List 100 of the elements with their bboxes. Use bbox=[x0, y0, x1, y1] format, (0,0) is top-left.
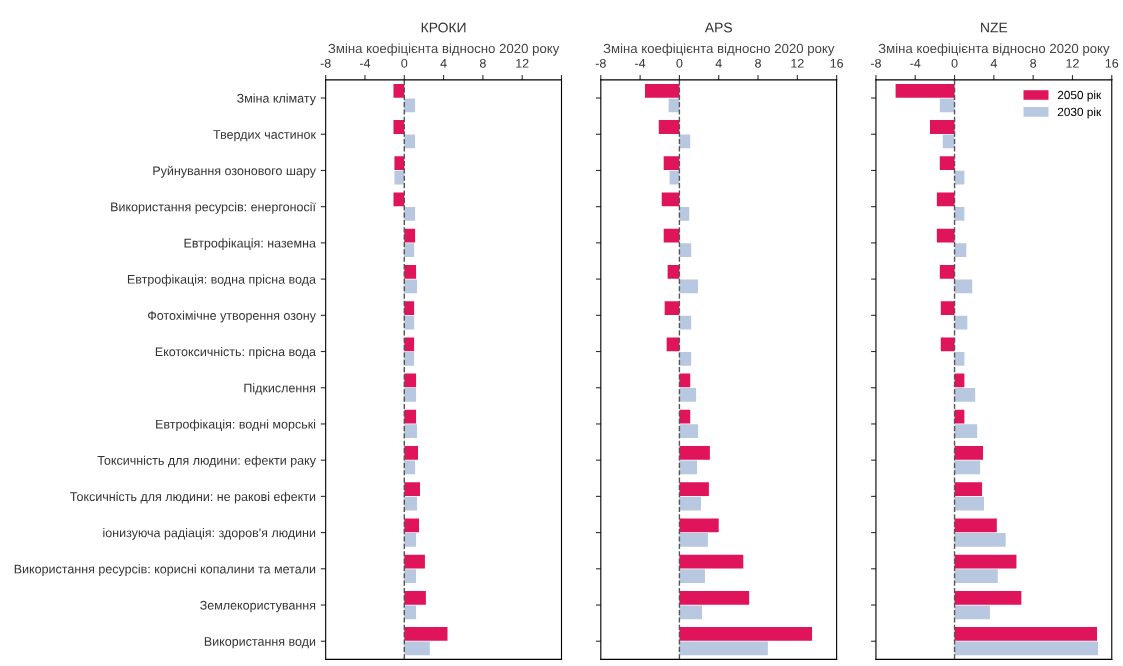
y-tick-label: Використання ресурсів: енергоносії bbox=[111, 202, 316, 214]
bar bbox=[679, 482, 709, 497]
x-tick-label: 16 bbox=[1105, 58, 1119, 68]
y-tick-label: іонизуюча радіація: здоров'я людини bbox=[103, 528, 316, 540]
bar bbox=[929, 120, 955, 134]
bar bbox=[679, 605, 703, 620]
x-tick-label: -8 bbox=[870, 58, 881, 68]
bar bbox=[661, 192, 680, 207]
bar bbox=[666, 337, 680, 352]
bar bbox=[954, 170, 965, 185]
y-tick-label: Токсичність для людини: ефекти раку bbox=[97, 455, 316, 468]
bar bbox=[679, 460, 698, 475]
bar bbox=[404, 409, 417, 424]
bar bbox=[954, 518, 997, 533]
bar bbox=[393, 83, 405, 98]
bar bbox=[954, 446, 984, 460]
bar bbox=[954, 569, 998, 583]
bar bbox=[393, 192, 405, 207]
bar bbox=[954, 554, 1017, 569]
bar bbox=[679, 351, 692, 366]
bar bbox=[679, 627, 813, 641]
bar bbox=[404, 460, 416, 475]
bar bbox=[940, 301, 955, 315]
bar bbox=[393, 120, 405, 134]
bar bbox=[404, 228, 416, 243]
bar bbox=[404, 264, 417, 279]
x-tick-label: 8 bbox=[755, 58, 761, 68]
y-tick-label: Евтрофікація: наземна bbox=[184, 238, 316, 250]
bar bbox=[394, 156, 405, 171]
x-tick-label: 4 bbox=[440, 59, 447, 68]
y-tick-label: Фотохімічне утворення озону bbox=[147, 310, 316, 323]
y-tick-label: Землекористування bbox=[200, 600, 316, 613]
bar bbox=[404, 98, 416, 113]
bar bbox=[658, 120, 680, 134]
bar bbox=[404, 627, 448, 641]
x-tick-label: 8 bbox=[479, 58, 486, 68]
bar bbox=[679, 315, 692, 330]
bar bbox=[936, 192, 955, 207]
bar bbox=[404, 134, 416, 149]
bar bbox=[679, 532, 708, 547]
y-tick-label: Руйнування озонового шару bbox=[153, 165, 316, 178]
bar bbox=[942, 134, 955, 149]
bar bbox=[954, 605, 990, 620]
bar bbox=[679, 243, 692, 258]
bar bbox=[663, 156, 680, 171]
bar bbox=[664, 301, 680, 315]
bar bbox=[404, 337, 415, 352]
chart-title: КРОКИ bbox=[421, 22, 466, 33]
bar bbox=[404, 446, 419, 460]
x-tick-label: 12 bbox=[1066, 58, 1079, 68]
legend-label: 2050 рік bbox=[1057, 90, 1102, 102]
bar bbox=[954, 590, 1022, 605]
bar bbox=[404, 279, 418, 294]
x-axis-title: Зміна коефіцієнта відносно 2020 року bbox=[328, 43, 560, 56]
bar bbox=[404, 496, 418, 511]
bar bbox=[954, 243, 967, 258]
y-tick-label: Евтрофікація: водні морські bbox=[156, 419, 316, 432]
bar bbox=[679, 496, 702, 511]
bar bbox=[954, 627, 1098, 641]
bar bbox=[679, 446, 710, 460]
bar bbox=[404, 590, 426, 605]
bar bbox=[404, 554, 425, 569]
bar bbox=[679, 207, 690, 221]
bar bbox=[679, 554, 744, 569]
bar bbox=[394, 170, 405, 185]
bar bbox=[679, 569, 705, 583]
bar bbox=[668, 98, 680, 113]
bar bbox=[954, 460, 981, 475]
x-tick-label: 8 bbox=[1030, 58, 1037, 68]
y-tick-label: Зміна клімату bbox=[237, 93, 316, 106]
bar bbox=[679, 590, 750, 605]
x-tick-label: -8 bbox=[595, 58, 606, 68]
bar bbox=[954, 482, 983, 497]
bar bbox=[954, 641, 1099, 656]
chart-title: NZE bbox=[981, 22, 1008, 33]
bar bbox=[404, 518, 420, 533]
x-tick-label: 0 bbox=[951, 58, 958, 68]
x-tick-label: 4 bbox=[715, 59, 722, 68]
x-tick-label: 16 bbox=[830, 58, 844, 68]
bar bbox=[679, 279, 699, 294]
x-axis-title: Зміна коефіцієнта відносно 2020 року bbox=[878, 43, 1110, 56]
y-tick-label: Використання води bbox=[204, 637, 316, 649]
bar bbox=[939, 98, 955, 113]
y-tick-label: Екотоксичність: прісна вода bbox=[155, 346, 316, 359]
y-tick-label: Використання ресурсів: корисні копалини та метали bbox=[14, 564, 316, 576]
bar bbox=[954, 532, 1006, 547]
bar bbox=[954, 496, 985, 511]
bar bbox=[679, 424, 699, 439]
bar bbox=[954, 409, 965, 424]
bar bbox=[404, 301, 415, 315]
bar bbox=[954, 388, 976, 402]
bar bbox=[954, 279, 973, 294]
y-tick-label: Евтрофікація: водна прісна вода bbox=[127, 274, 316, 287]
bar bbox=[404, 569, 417, 583]
bar bbox=[679, 388, 697, 402]
x-tick-label: -4 bbox=[635, 59, 646, 68]
bar bbox=[954, 351, 965, 366]
bar bbox=[404, 424, 418, 439]
bar bbox=[645, 83, 680, 98]
y-tick-label: Підкислення bbox=[244, 383, 316, 395]
